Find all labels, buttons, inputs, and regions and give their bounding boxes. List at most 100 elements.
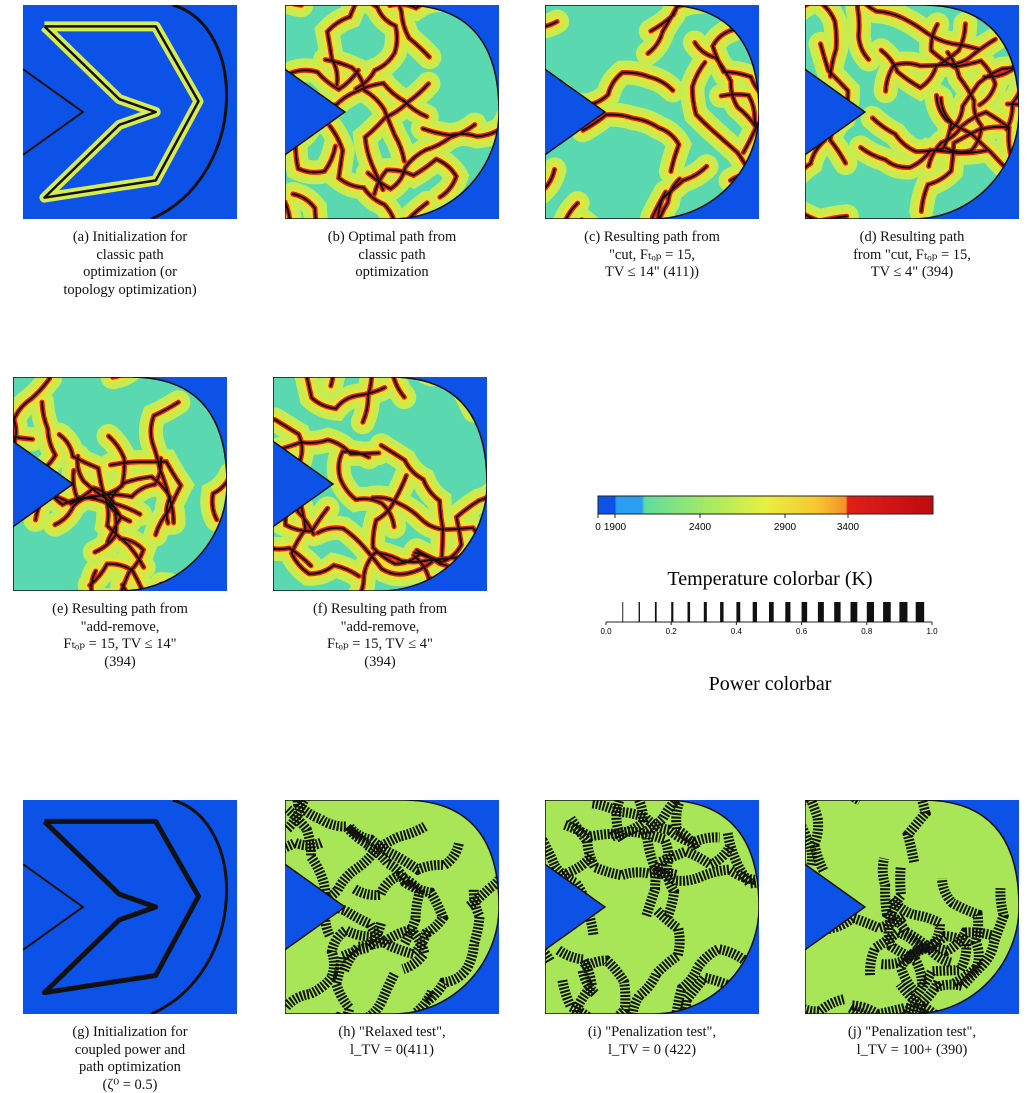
path-line: [58, 433, 123, 543]
caption-line: classic path: [96, 246, 164, 263]
tick-label: 0.8: [861, 627, 873, 636]
domain-outline: [545, 5, 759, 219]
path-line: [902, 800, 938, 863]
domain-outline: [805, 5, 1019, 219]
domain-outline: [273, 377, 487, 591]
path-line: [72, 457, 162, 499]
caption-line: TV ≤ 4" (394): [870, 264, 954, 280]
path-line: [805, 5, 838, 78]
caption-line: l_TV = 100+ (390): [856, 1041, 968, 1058]
caption-line: "add-remove,: [80, 618, 160, 635]
power-stripe: [817, 602, 824, 622]
path-line: [691, 61, 752, 178]
tick-label: 1.0: [926, 627, 938, 636]
result-image: [545, 5, 759, 219]
power-stripe: [850, 602, 858, 622]
path-line: [366, 123, 476, 191]
domain-fill: [805, 800, 1019, 1014]
path-line: [211, 410, 227, 521]
temperature-colorbar: [597, 495, 934, 515]
path-line: [45, 482, 118, 554]
power-stripe: [834, 602, 841, 622]
caption-line: (g) Initialization for: [72, 1024, 188, 1040]
path-line: [937, 878, 984, 988]
caption-line: (394): [104, 653, 136, 670]
result-image: [23, 800, 237, 1014]
caption-line: Fₜₒₚ = 15, TV ≤ 4": [327, 636, 433, 652]
result-image: [285, 5, 499, 219]
panel: (i) "Penalization test", l_TV = 0 (422): [522, 800, 782, 1059]
caption-line: (i) "Penalization test",: [587, 1024, 717, 1040]
path-line: [566, 815, 678, 881]
caption: (h) "Relaxed test", l_TV = 0(411): [262, 1024, 522, 1059]
path-line: [557, 979, 629, 1014]
caption: (c) Resulting path from "cut, Fₜₒₚ = 15, T…: [522, 229, 782, 282]
power-stripe: [654, 602, 657, 622]
caption-line: l_TV = 0(411): [350, 1041, 434, 1058]
path-line: [927, 111, 1012, 168]
path-line: [373, 158, 458, 199]
power-stripe: [883, 602, 891, 622]
caption-line: optimization: [355, 264, 429, 280]
path-line: [577, 955, 631, 1014]
path-line: [880, 22, 967, 89]
path-line: [711, 28, 759, 111]
path-line: [273, 438, 380, 459]
domain-outline: [285, 800, 499, 1014]
path-line: [563, 800, 649, 842]
caption-line: TV ≤ 14" (411)): [604, 264, 700, 280]
caption: (d) Resulting path from "cut, Fₜₒₚ = 15, T…: [782, 229, 1031, 282]
caption-line: (f) Resulting path from: [312, 601, 448, 617]
result-image: [805, 800, 1019, 1014]
path-line: [934, 887, 1009, 993]
path-line: [805, 944, 846, 1014]
path-line: [53, 435, 126, 526]
panel: (j) "Penalization test", l_TV = 100+ (390…: [782, 800, 1031, 1059]
path-line: [285, 971, 399, 1014]
path-line: [388, 5, 499, 10]
path-line: [879, 895, 945, 970]
power-stripe: [769, 602, 774, 622]
tick-label: 0.2: [666, 627, 678, 636]
caption-line: (ζ⁰ = 0.5): [102, 1076, 158, 1093]
path-line: [805, 800, 863, 866]
domain: [13, 377, 227, 591]
result-image: [23, 5, 237, 219]
path-line: [887, 943, 972, 1014]
power-stripe: [915, 602, 925, 622]
panel: (a) Initialization for classic path optimi…: [0, 5, 260, 299]
path-line: [671, 800, 713, 852]
path-line: [851, 1000, 966, 1014]
path-line: [421, 76, 499, 138]
path-line: [720, 93, 759, 179]
caption: (b) Optimal path from classic path optimiz…: [262, 229, 522, 282]
caption-line: (a) Initialization for: [72, 229, 188, 245]
path-line: [641, 844, 735, 918]
path-line: [328, 124, 397, 219]
caption-line: "cut, Fₜₒₚ = 15,: [608, 246, 696, 263]
caption-line: Fₜₒₚ = 15, TV ≤ 14": [63, 636, 177, 652]
power-stripe: [801, 602, 808, 622]
panel: (d) Resulting path from "cut, Fₜₒₚ = 15, T…: [782, 5, 1031, 282]
path-line: [859, 146, 987, 169]
caption-line: "add-remove,: [340, 618, 420, 635]
tick-label: 1900: [604, 522, 627, 533]
caption: (j) "Penalization test", l_TV = 100+ (390…: [782, 1024, 1031, 1059]
power-stripe: [703, 602, 707, 622]
path-line: [290, 500, 361, 578]
path-line: [313, 821, 428, 911]
caption-line: coupled power and: [74, 1041, 186, 1058]
caption-line: (394): [364, 653, 396, 670]
path-line: [629, 191, 667, 219]
domain: [805, 5, 1019, 219]
path-line: [41, 818, 201, 996]
power-stripe: [720, 602, 724, 622]
path-line: [864, 926, 974, 976]
path-line: [950, 57, 1019, 131]
panel: (c) Resulting path from "cut, Fₜₒₚ = 15, T…: [522, 5, 782, 282]
domain-outline: [150, 5, 229, 219]
path-line: [871, 97, 953, 153]
path-line: [805, 912, 907, 935]
